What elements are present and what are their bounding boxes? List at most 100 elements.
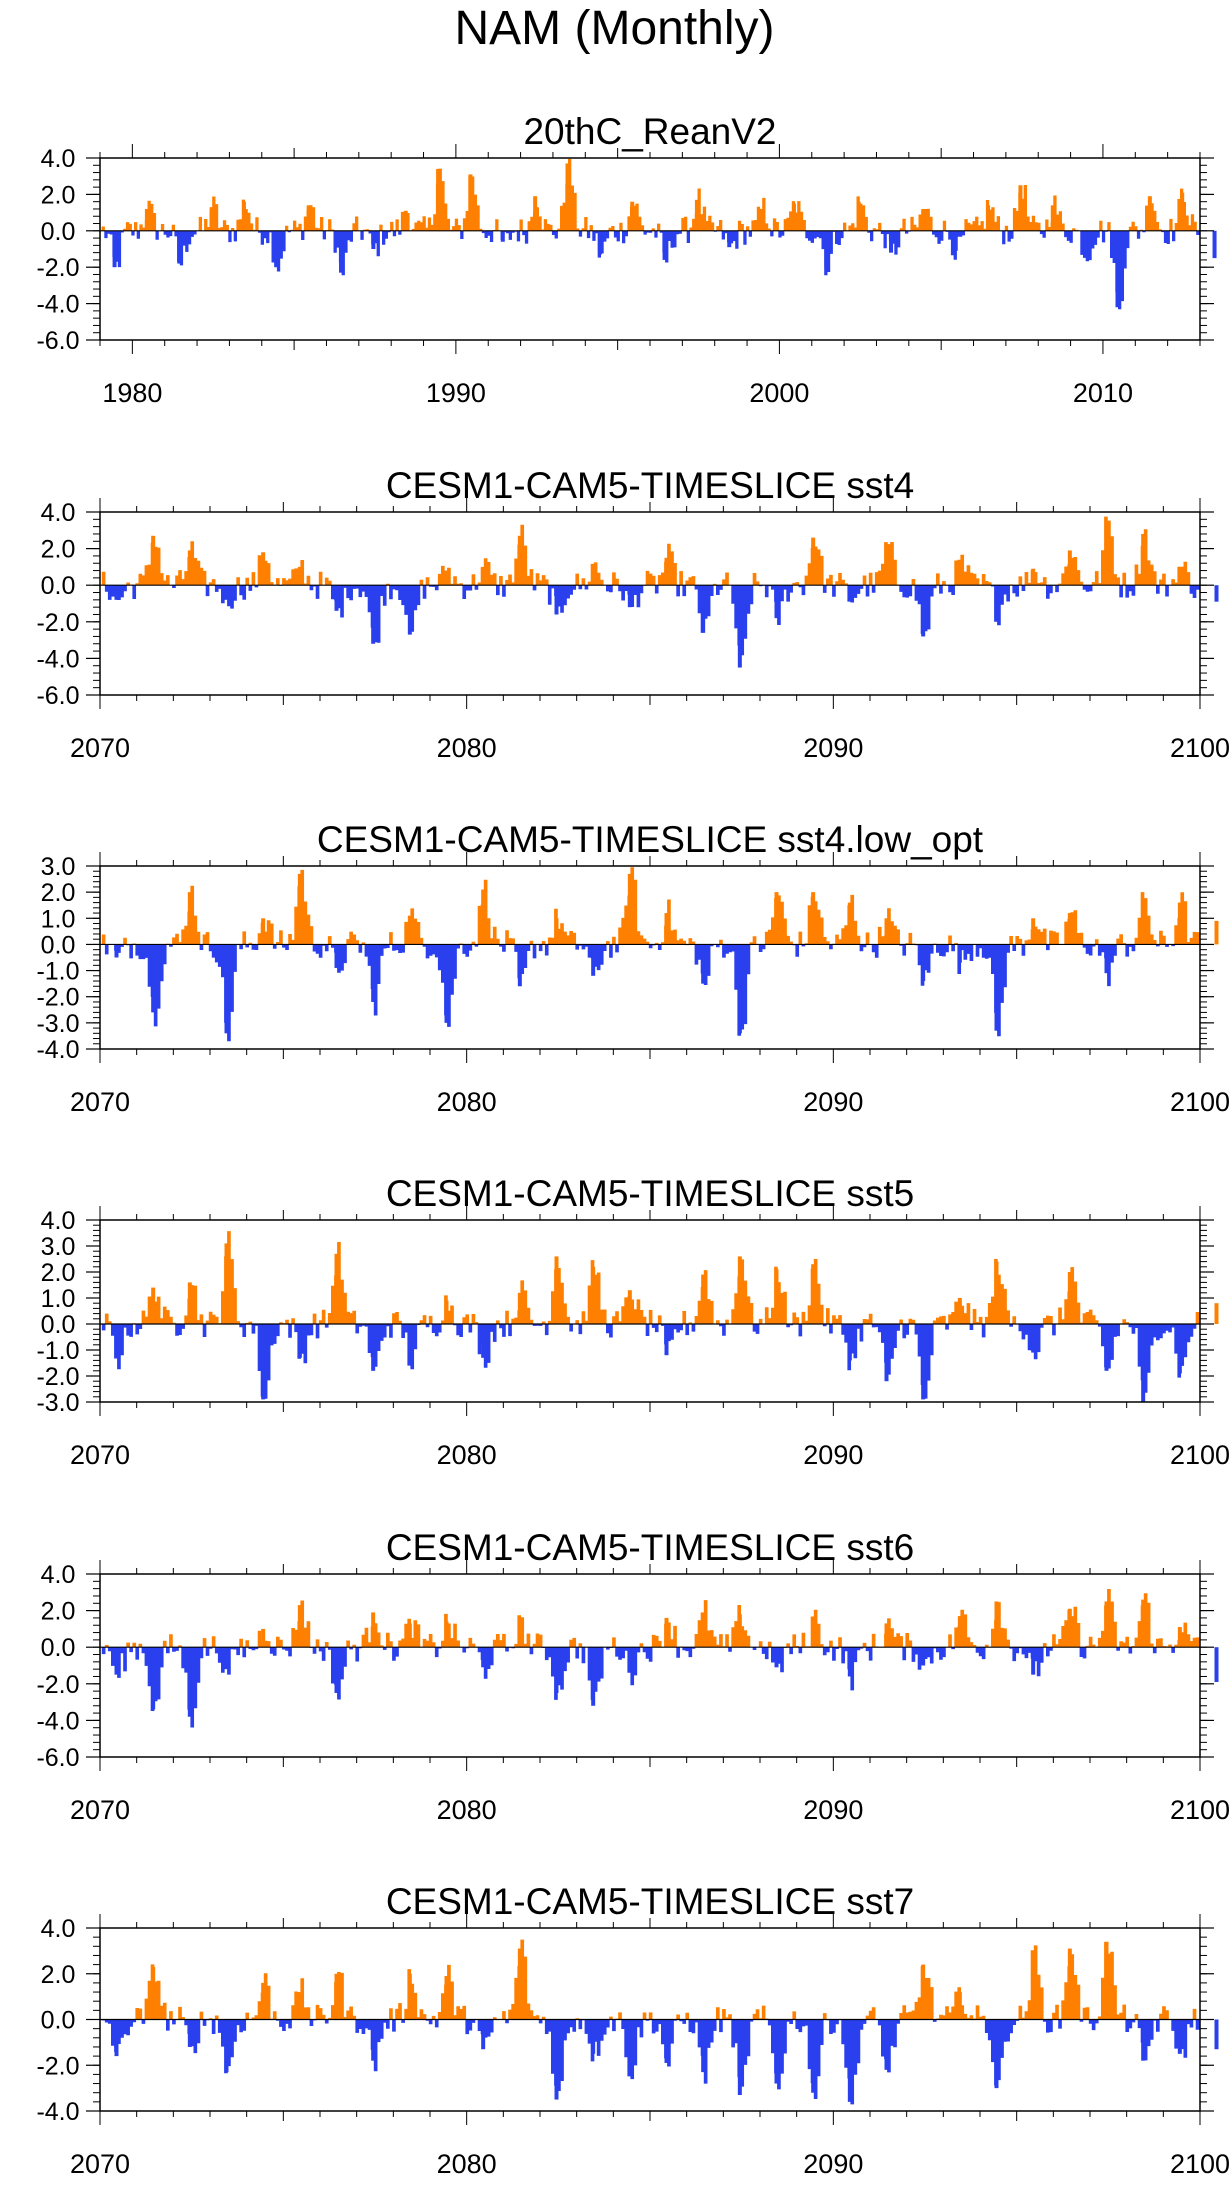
panel-5-point-2076 [334, 1647, 339, 1693]
panel-6-point-2079 [444, 1976, 449, 2020]
panel-2-point-2070 [114, 585, 119, 600]
panel-2-point-2072 [187, 550, 192, 586]
panel-5-point-2082 [554, 1647, 559, 1693]
panel-3-point-2080 [481, 889, 486, 945]
panel-2-frame [99, 511, 1201, 696]
panel-3-point-2081 [517, 944, 522, 987]
panel-4-point-2090 [847, 1324, 852, 1361]
panel-6-y-tick-label: 4.0 [41, 1915, 76, 1943]
panel-5-y-tick-label: 0.0 [41, 1634, 76, 1662]
panel-3-point-2070 [114, 944, 119, 958]
panel-1-point-1984 [274, 230, 279, 266]
panel-4-x-tick-label: 2080 [437, 1440, 497, 1470]
panel-6-point-2096 [1067, 1948, 1072, 2020]
panel-3-point-2097 [1104, 944, 1109, 974]
panel-3-point-2073 [224, 944, 229, 1034]
panel-4-point-2071 [151, 1287, 156, 1324]
panel-6-point-2087 [737, 2019, 742, 2095]
panel-6-point-2085 [664, 2019, 669, 2063]
panel-2-point-2096 [1067, 550, 1072, 586]
panel-2-point-2087 [737, 585, 742, 668]
panel-6-point-2071 [151, 1966, 156, 2020]
panel-6-point-2093 [957, 1992, 962, 2020]
panel-6-y-tick-label: -4.0 [36, 2098, 79, 2126]
panel-3-point-2083 [591, 944, 596, 976]
panel-2-title: CESM1-CAM5-TIMESLICE sst4 [386, 465, 914, 506]
panel-5-title: CESM1-CAM5-TIMESLICE sst6 [386, 1527, 914, 1568]
panel-2-y-tick-label: 0.0 [41, 572, 76, 600]
panel-5-point-2072 [187, 1647, 192, 1717]
panel-6-point-2100 [1214, 2019, 1219, 2050]
panel-1-x-tick-label: 2000 [749, 378, 809, 408]
panel-2-point-2078 [407, 585, 412, 635]
panel-5-x-tick-label: 2080 [437, 1795, 497, 1825]
panel-2-point-2071 [151, 535, 156, 586]
panel-6-point-2080 [481, 2019, 486, 2050]
panel-2-negative-area [104, 585, 1200, 656]
panel-4-point-2097 [1104, 1324, 1109, 1371]
panel-1-x-tick-label: 1990 [426, 378, 486, 408]
panel-5-point-2098 [1141, 1599, 1146, 1648]
panel-5-y-tick-label: -2.0 [36, 1671, 79, 1699]
panel-2-y-tick-label: -4.0 [36, 645, 79, 673]
panel-4-point-2082 [554, 1256, 559, 1324]
panel-3-y-tick-label: -1.0 [36, 958, 79, 986]
panel-2-y-tick-label: 2.0 [41, 536, 76, 564]
panel-3-point-2100 [1214, 920, 1219, 945]
panel-5-point-2093 [957, 1616, 962, 1648]
panel-3-point-2084 [627, 873, 632, 945]
panel-1-point-1988 [403, 210, 408, 231]
panel-3-point-2092 [921, 944, 926, 982]
panel-5-point-2097 [1104, 1601, 1109, 1648]
panel-5-point-2083 [591, 1647, 596, 1706]
panel-1-point-2006 [986, 205, 991, 231]
panel-3-x-tick-label: 2100 [1170, 1087, 1229, 1117]
panel-4-y-tick-label: -3.0 [36, 1389, 79, 1417]
panel-5-point-2079 [444, 1621, 449, 1648]
panel-2-point-2089 [811, 537, 816, 586]
panel-2-point-2097 [1104, 521, 1109, 586]
panel-5-y-tick-label: -4.0 [36, 1707, 79, 1735]
panel-1-y-tick-label: -4.0 [36, 291, 79, 319]
panel-1-point-2013 [1212, 230, 1217, 259]
panel-6-point-2077 [371, 2019, 376, 2061]
panel-1-x-tick-label: 2010 [1073, 378, 1133, 408]
panel-5-point-2077 [371, 1612, 376, 1648]
panel-2-point-2077 [371, 585, 376, 644]
panel-2-point-2092 [921, 585, 926, 637]
panel-2-x-tick-label: 2070 [70, 733, 130, 763]
panel-4-point-2088 [774, 1269, 779, 1324]
panel-1-point-1994 [597, 230, 602, 255]
panel-2-point-2081 [517, 535, 522, 586]
panel-5-point-2099 [1177, 1627, 1182, 1648]
panel-1-point-2002 [856, 201, 861, 231]
panel-3-y-tick-label: -2.0 [36, 984, 79, 1012]
panel-2-point-2079 [444, 570, 449, 586]
panel-2-point-2088 [774, 585, 779, 619]
panel-2-point-2086 [701, 585, 706, 633]
panel-2-y-tick-label: -6.0 [36, 682, 79, 710]
panel-1-point-1980 [144, 208, 149, 231]
panel-4-y-tick-label: 0.0 [41, 1311, 76, 1339]
panel-6-point-2076 [334, 1973, 339, 2020]
panel-3-point-2082 [554, 918, 559, 945]
panel-1-point-2010 [1115, 230, 1120, 308]
panel-4-point-2095 [1031, 1324, 1036, 1353]
panel-6-title: CESM1-CAM5-TIMESLICE sst7 [386, 1881, 914, 1922]
panel-3-point-2091 [884, 918, 889, 945]
panel-6-point-2075 [297, 1992, 302, 2020]
panel-6-y-tick-label: 2.0 [41, 1961, 76, 1989]
panel-2-point-2100 [1214, 585, 1219, 602]
panel-4-point-2093 [957, 1298, 962, 1324]
panel-1-negative-area [104, 230, 1200, 310]
panel-3-y-tick-label: 1.0 [41, 905, 76, 933]
panel-1-positive-area [101, 158, 1197, 231]
panel-6-point-2074 [261, 1982, 266, 2020]
panel-1-point-2000 [791, 203, 796, 231]
panel-4-x-tick-label: 2070 [70, 1440, 130, 1470]
panel-4-point-2086 [701, 1274, 706, 1324]
panel-3-y-tick-label: 3.0 [41, 853, 76, 881]
panel-6-point-2094 [994, 2019, 999, 2089]
panel-3-point-2090 [847, 902, 852, 945]
panel-1-point-2007 [1018, 185, 1023, 231]
